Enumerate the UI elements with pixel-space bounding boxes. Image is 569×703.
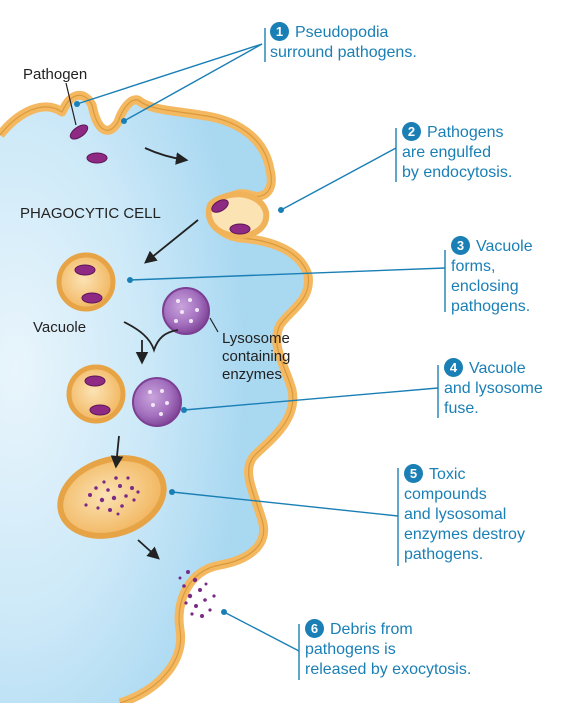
- fusing-vacuole: [66, 364, 126, 424]
- fusing-lysosome: [132, 377, 182, 427]
- pathogen-label: Pathogen: [23, 66, 88, 83]
- lysosome: [162, 287, 210, 335]
- step-1-callout: 1 Pseudopodia surround pathogens.: [270, 22, 417, 61]
- step-number-badge: 6: [305, 619, 324, 638]
- pathogen: [81, 292, 103, 304]
- pathogen: [69, 124, 89, 140]
- step-2-callout: 2 Pathogens are engulfed by endocytosis.: [402, 122, 513, 181]
- pathogen: [89, 404, 111, 416]
- step-number-badge: 5: [404, 464, 423, 483]
- step-5-callout: 5 Toxic compounds and lysosomal enzymes d…: [404, 464, 525, 563]
- step-3-callout: 3 Vacuole forms, enclosing pathogens.: [451, 236, 533, 315]
- step-6-callout: 6 Debris from pathogens is released by ex…: [305, 619, 472, 678]
- step-number-badge: 2: [402, 122, 421, 141]
- step-number-badge: 3: [451, 236, 470, 255]
- pathogen: [74, 264, 96, 276]
- pathogen: [211, 199, 229, 213]
- step-number-badge: 1: [270, 22, 289, 41]
- pathogen: [84, 375, 106, 387]
- digestive-vacuole: [57, 455, 167, 539]
- vacuole-label: Vacuole: [33, 319, 87, 336]
- debris: [178, 570, 216, 618]
- step-4-callout: 4 Vacuole and lysosome fuse.: [444, 358, 543, 417]
- pathogen: [229, 223, 251, 235]
- pathogen: [86, 152, 108, 164]
- step-number-badge: 4: [444, 358, 463, 377]
- lysosome-label: Lysosome containing enzymes: [222, 330, 291, 383]
- phagocytic-cell-label: PHAGOCYTIC CELL: [20, 205, 161, 222]
